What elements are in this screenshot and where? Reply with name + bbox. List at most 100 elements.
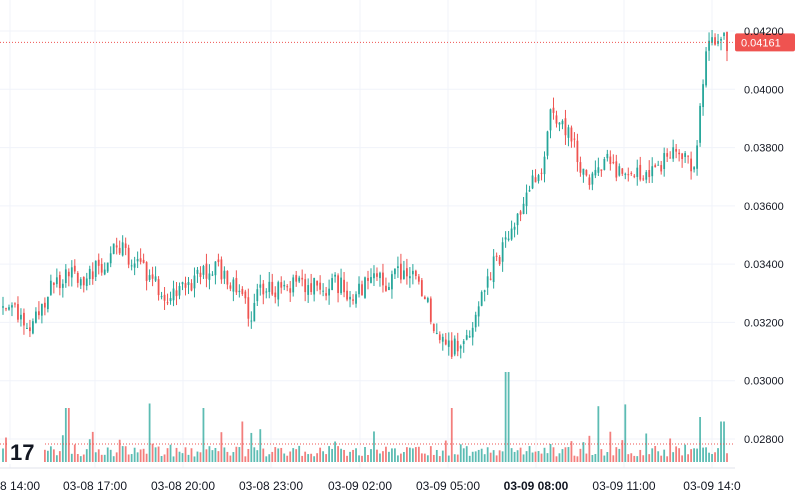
candle-body <box>615 161 618 178</box>
volume-bar <box>148 403 151 462</box>
price-tick-label: 0.03000 <box>744 376 784 388</box>
volume-bar <box>591 455 594 462</box>
candle-body <box>519 211 522 215</box>
volume-bar <box>567 447 570 462</box>
candle-body <box>702 84 704 108</box>
candle-body <box>432 323 435 332</box>
candle-body <box>408 276 411 279</box>
volume-bar <box>408 447 411 462</box>
candle-body <box>627 174 630 176</box>
candle-body <box>26 328 28 330</box>
volume-bar <box>405 447 408 462</box>
tradingview-logo-icon[interactable]: 17 <box>8 440 44 465</box>
time-tick-label: 8 14:00 <box>0 479 40 493</box>
volume-bar <box>121 446 124 462</box>
candle-body <box>175 290 178 297</box>
volume-bar <box>636 456 639 462</box>
candle-body <box>591 173 594 185</box>
candle-body <box>388 286 390 291</box>
volume-bar <box>675 446 678 462</box>
volume-bar <box>373 431 375 462</box>
volume-bar <box>654 445 657 462</box>
candle-body <box>38 311 40 316</box>
candle-body <box>660 165 663 172</box>
candle-body <box>262 283 265 295</box>
volume-bar <box>708 452 710 462</box>
candle-body <box>331 278 333 290</box>
candle-body <box>166 302 169 304</box>
volume-bar <box>549 443 552 462</box>
candle-body <box>319 282 322 290</box>
volume-bar <box>429 446 432 462</box>
candle-body <box>136 259 139 262</box>
candle-body <box>525 192 528 207</box>
candle-body <box>244 291 247 299</box>
candle-body <box>450 340 453 357</box>
candle-body <box>651 166 654 177</box>
candle-body <box>130 265 133 267</box>
volume-bar <box>621 440 624 462</box>
volume-bar <box>232 452 235 462</box>
candle-body <box>23 312 25 326</box>
candle-body <box>714 37 716 45</box>
volume-bar <box>693 448 695 462</box>
candle-body <box>495 255 498 257</box>
candle-body <box>109 253 112 264</box>
candle-body <box>669 157 672 159</box>
last-price-value: 0.04161 <box>741 37 781 49</box>
time-tick-label: 03-08 20:00 <box>151 479 215 493</box>
volume-bar <box>124 446 127 462</box>
candle-body <box>462 341 465 345</box>
volume-bar <box>717 448 719 462</box>
volume-bar <box>43 449 46 462</box>
candle-body <box>397 266 399 269</box>
volume-bar <box>612 455 615 462</box>
candle-body <box>609 156 612 164</box>
candle-body <box>40 303 43 316</box>
volume-bar <box>459 444 462 462</box>
candle-body <box>151 274 154 279</box>
candle-body <box>411 270 414 275</box>
candle-body <box>534 177 537 183</box>
candle-body <box>405 268 408 277</box>
candle-body <box>678 152 681 155</box>
volume-bar <box>720 421 722 462</box>
time-axis[interactable]: 8 14:00 03-08 17:00 03-08 20:00 03-08 23:00… <box>0 467 741 493</box>
candle-body <box>711 37 713 43</box>
volume-bar <box>423 453 426 462</box>
candle-body <box>178 285 181 296</box>
candle-body <box>441 336 444 342</box>
volume-bar <box>289 451 292 462</box>
candle-body <box>385 285 387 291</box>
candle-body <box>103 269 106 275</box>
volume-bar <box>310 453 313 462</box>
volume-bar <box>91 431 94 462</box>
candle-body <box>633 175 636 177</box>
candle-body <box>163 294 166 301</box>
candle-body <box>358 283 360 295</box>
price-axis[interactable]: 0.04200 0.04000 0.03800 0.03600 0.03400 0.032… <box>744 26 784 446</box>
candle-body <box>352 299 354 301</box>
volume-bar <box>468 455 471 462</box>
candle-body <box>723 32 725 37</box>
candle-body <box>429 298 432 322</box>
price-tick-label: 0.03800 <box>744 143 784 155</box>
volume-bar <box>325 454 328 462</box>
volume-bar <box>382 451 384 462</box>
volume-bar <box>414 447 417 462</box>
volume-bar <box>540 453 543 462</box>
volume-bar <box>657 451 660 462</box>
candle-body <box>142 259 145 263</box>
volume-bar <box>184 447 187 462</box>
volume-bar <box>250 432 253 462</box>
candle-body <box>540 172 543 174</box>
volume-bar <box>49 446 52 462</box>
candle-body <box>361 284 363 296</box>
candle-body <box>259 284 262 288</box>
volume-bar <box>624 404 627 462</box>
candle-body <box>202 266 205 275</box>
volume-bar <box>516 450 519 462</box>
candle-body <box>486 276 489 288</box>
